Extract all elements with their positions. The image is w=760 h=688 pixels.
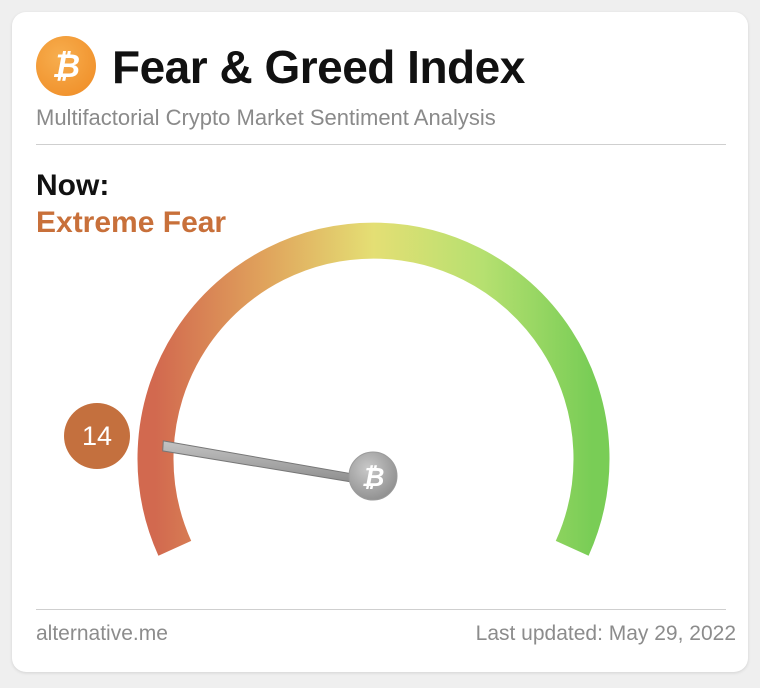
now-label: Now: — [36, 169, 110, 202]
logo-symbol: ₿ — [51, 47, 81, 84]
index-value-badge: 14 — [64, 403, 130, 469]
gauge-needle — [162, 440, 374, 487]
header-divider — [36, 144, 726, 145]
source-link[interactable]: alternative.me — [36, 622, 168, 645]
gauge-arc — [137, 222, 610, 556]
bitcoin-logo-icon: ₿ — [36, 36, 96, 96]
gauge-hub-icon — [348, 451, 398, 501]
sentiment-label: Extreme Fear — [36, 206, 227, 239]
gauge: ₿ — [137, 222, 610, 556]
footer-divider — [36, 609, 726, 610]
index-value: 14 — [81, 420, 113, 451]
page-subtitle: Multifactorial Crypto Market Sentiment A… — [36, 105, 496, 130]
page-title: Fear & Greed Index — [112, 41, 525, 93]
fear-greed-card: ₿ Fear & Greed Index Multifactorial Cryp… — [12, 12, 748, 672]
hub-bitcoin-icon: ₿ — [362, 463, 385, 493]
last-updated: Last updated: May 29, 2022 — [475, 622, 736, 645]
